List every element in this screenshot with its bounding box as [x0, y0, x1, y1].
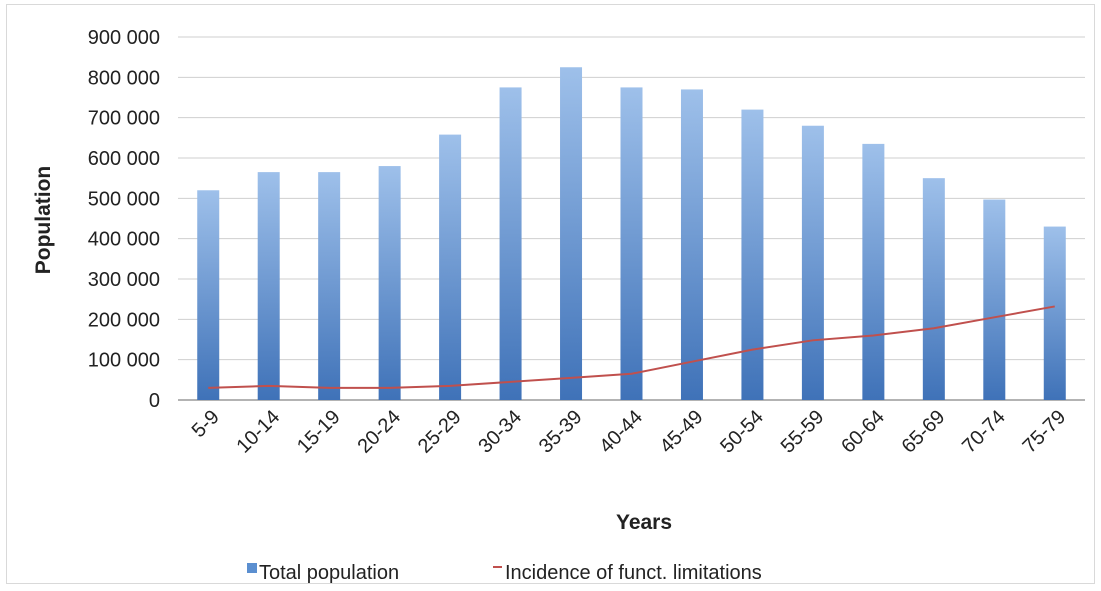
- x-axis-label: Years: [616, 511, 672, 534]
- legend-label-incidence: Incidence of funct. limitations: [505, 562, 762, 584]
- x-tick-label: 70-74: [958, 406, 1010, 458]
- bar-15-19: [318, 172, 341, 400]
- x-tick-label: 40-44: [595, 406, 647, 458]
- x-axis-ticks: 5-9 10-14 15-19 20-24 25-29 30-34 35-39 40-44 45…: [188, 406, 1071, 458]
- bar-40-44: [620, 87, 643, 401]
- x-tick-label: 15-19: [293, 406, 345, 458]
- x-tick-label: 45-49: [656, 406, 708, 458]
- x-tick-label: 55-59: [777, 406, 829, 458]
- bar-5-9: [197, 190, 220, 400]
- bar-70-74: [983, 199, 1006, 400]
- bar-50-54: [741, 109, 764, 400]
- x-tick-label: 5-9: [188, 406, 224, 442]
- bar-30-34: [499, 87, 522, 401]
- bar-10-14: [257, 172, 280, 400]
- y-tick-label: 200 000: [88, 309, 160, 331]
- x-tick-label: 10-14: [233, 406, 285, 458]
- y-tick-label: 100 000: [88, 350, 160, 372]
- y-tick-label: 900 000: [88, 27, 160, 49]
- x-tick-label: 35-39: [535, 406, 587, 458]
- bar-55-59: [801, 125, 824, 400]
- chart-frame: [6, 4, 1095, 584]
- bar-series: [197, 67, 1066, 401]
- y-axis-ticks: 0 100 000 200 000 300 000 400 000 500 000 600 …: [88, 27, 160, 412]
- x-tick-label: 75-79: [1019, 406, 1071, 458]
- x-tick-label: 50-54: [716, 406, 768, 458]
- legend-label-total-population: Total population: [259, 562, 399, 584]
- y-tick-label: 800 000: [88, 67, 160, 89]
- x-tick-label: 60-64: [837, 406, 889, 458]
- line-series: [208, 305, 1055, 389]
- legend: Total population Incidence of funct. lim…: [247, 562, 762, 584]
- bar-65-69: [922, 178, 945, 400]
- bar-25-29: [439, 134, 462, 400]
- y-tick-label: 300 000: [88, 269, 160, 291]
- y-tick-label: 0: [149, 390, 160, 412]
- bar-60-64: [862, 143, 885, 400]
- y-tick-label: 600 000: [88, 148, 160, 170]
- x-tick-label: 20-24: [353, 406, 405, 458]
- x-tick-label: 65-69: [898, 406, 950, 458]
- x-tick-label: 25-29: [414, 406, 466, 458]
- y-tick-label: 700 000: [88, 108, 160, 130]
- bar-35-39: [560, 67, 583, 400]
- y-axis-label: Population: [32, 166, 55, 275]
- bar-45-49: [680, 89, 703, 400]
- x-tick-label: 30-34: [474, 406, 526, 458]
- bar-75-79: [1043, 226, 1066, 400]
- legend-swatch-total-population: [247, 563, 257, 573]
- bar-20-24: [378, 166, 401, 400]
- y-tick-label: 500 000: [88, 188, 160, 210]
- y-tick-label: 400 000: [88, 229, 160, 251]
